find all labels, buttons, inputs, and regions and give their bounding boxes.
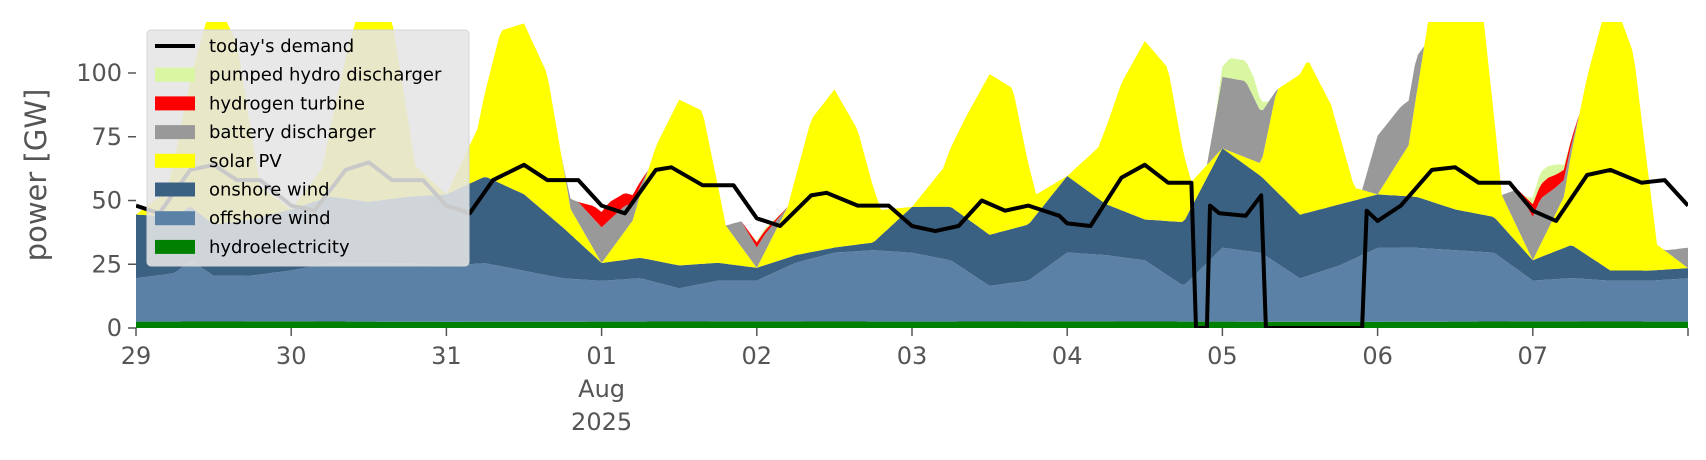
legend-swatch-battery-discharger [155, 125, 195, 140]
legend-label-battery-discharger: battery discharger [209, 122, 376, 143]
legend-swatch-offshore-wind [155, 211, 195, 226]
x-tick-label: 2025 [571, 408, 632, 436]
x-tick-label: 02 [742, 342, 773, 370]
x-tick-label: 05 [1207, 342, 1238, 370]
area-solar-pv [136, 22, 1688, 271]
x-tick-label: 31 [431, 342, 462, 370]
legend-label-hydrogen-turbine: hydrogen turbine [209, 93, 365, 114]
legend-label-today-s-demand: today's demand [209, 36, 354, 57]
legend-swatch-hydroelectricity [155, 239, 195, 254]
legend-label-onshore-wind: onshore wind [209, 180, 330, 201]
x-tick-label: Aug [578, 375, 625, 403]
x-tick-label: 04 [1052, 342, 1083, 370]
axes: 0 25 50 75 100 power [GW] 29 30 31 01 Aug 2025 02 03 0… [19, 59, 1689, 436]
area-battery-discharger [136, 22, 1688, 269]
x-tick-label: 03 [897, 342, 928, 370]
legend-label-offshore-wind: offshore wind [209, 208, 331, 229]
legend-swatch-onshore-wind [155, 182, 195, 197]
y-tick-label: 50 [91, 187, 122, 215]
y-axis-label: power [GW] [19, 89, 53, 262]
stacked-areas [136, 22, 1688, 328]
legend-box [146, 29, 470, 267]
area-offshore-wind [136, 247, 1688, 322]
x-tick-label: 29 [121, 342, 152, 370]
legend-label-solar-pv: solar PV [209, 151, 282, 172]
legend-label-pumped-hydro-discharger: pumped hydro discharger [209, 65, 442, 86]
area-hydroelectricity [136, 321, 1688, 328]
y-tick-label: 0 [107, 314, 122, 342]
y-tick-label: 100 [76, 59, 122, 87]
legend-swatch-solar-pv [155, 153, 195, 168]
x-tick-label: 07 [1518, 342, 1549, 370]
legend-swatch-pumped-hydro-discharger [155, 67, 195, 82]
legend-swatch-hydrogen-turbine [155, 96, 195, 111]
x-tick-label: 06 [1362, 342, 1393, 370]
y-tick-label: 25 [91, 250, 122, 278]
area-onshore-wind [136, 148, 1688, 289]
x-tick-label: 01 [586, 342, 617, 370]
legend-label-hydroelectricity: hydroelectricity [209, 237, 350, 258]
legend: today's demand pumped hydro discharger hyd… [146, 29, 470, 267]
y-tick-label: 75 [91, 123, 122, 151]
x-tick-label: 30 [276, 342, 307, 370]
